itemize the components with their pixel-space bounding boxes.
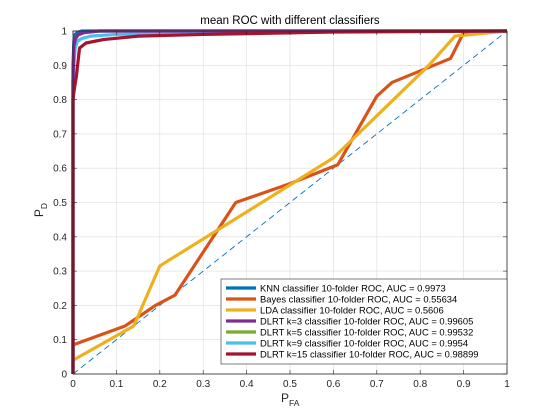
y-tick-label: 0.9 (53, 61, 67, 72)
legend: KNN classifier 10-folder ROC, AUC = 0.99… (220, 278, 508, 365)
x-tick-label: 0.8 (413, 379, 427, 390)
series-line-2 (71, 29, 508, 374)
x-tick-label: 0.1 (109, 379, 123, 390)
y-tick-label: 0.3 (53, 267, 67, 278)
legend-entry: DLRT k=15 classifier 10-folder ROC, AUC … (260, 348, 479, 359)
legend-entry: DLRT k=5 classifier 10-folder ROC, AUC =… (260, 326, 473, 337)
y-tick-label: 0.4 (53, 232, 67, 243)
y-tick-label: 0.2 (53, 301, 67, 312)
chance-diagonal (72, 30, 508, 375)
x-tick-label: 0.5 (283, 379, 297, 390)
y-tick-label: 0.6 (53, 164, 67, 175)
x-tick-label: 0 (70, 379, 76, 390)
y-tick-label: 1 (61, 27, 67, 38)
x-axis-title-sub: FA (289, 398, 300, 408)
y-tick-label: 0.8 (53, 95, 67, 106)
legend-entry: KNN classifier 10-folder ROC, AUC = 0.99… (260, 282, 446, 293)
x-tick-label: 1 (504, 379, 510, 390)
x-tick-label: 0.3 (196, 379, 210, 390)
legend-box (220, 278, 508, 365)
legend-entry: DLRT k=9 classifier 10-folder ROC, AUC =… (260, 337, 468, 348)
chance-line (72, 30, 508, 375)
x-tick-label: 0.6 (326, 379, 340, 390)
y-tick-label: 0 (61, 370, 67, 381)
y-axis-title: PD (32, 203, 49, 217)
x-tick-label: 0.9 (457, 379, 471, 390)
legend-entry: DLRT k=3 classifier 10-folder ROC, AUC =… (260, 315, 473, 326)
y-axis-title-sub: D (39, 203, 49, 209)
x-tick-label: 0.7 (370, 379, 384, 390)
y-tick-label: 0.1 (53, 335, 67, 346)
x-tick-label: 0.2 (153, 379, 167, 390)
chart-title: mean ROC with different classifiers (200, 15, 380, 27)
y-tick-label: 0.5 (53, 198, 67, 209)
x-axis-title: PFA (281, 391, 300, 408)
y-tick-label: 0.7 (53, 129, 67, 140)
axis-ticks: 0 0.1 0.2 0.3 0.4 0.5 0.6 0.7 0.8 0.9 1 0 0.1 0.2 0.3 0… (53, 27, 510, 391)
legend-entry: Bayes classifier 10-folder ROC, AUC = 0.… (260, 293, 457, 304)
x-axis-title-main: P (281, 391, 289, 405)
x-tick-label: 0.4 (240, 379, 254, 390)
y-axis-title-main: P (32, 209, 46, 217)
legend-entry: LDA classifier 10-folder ROC, AUC = 0.56… (260, 304, 444, 315)
